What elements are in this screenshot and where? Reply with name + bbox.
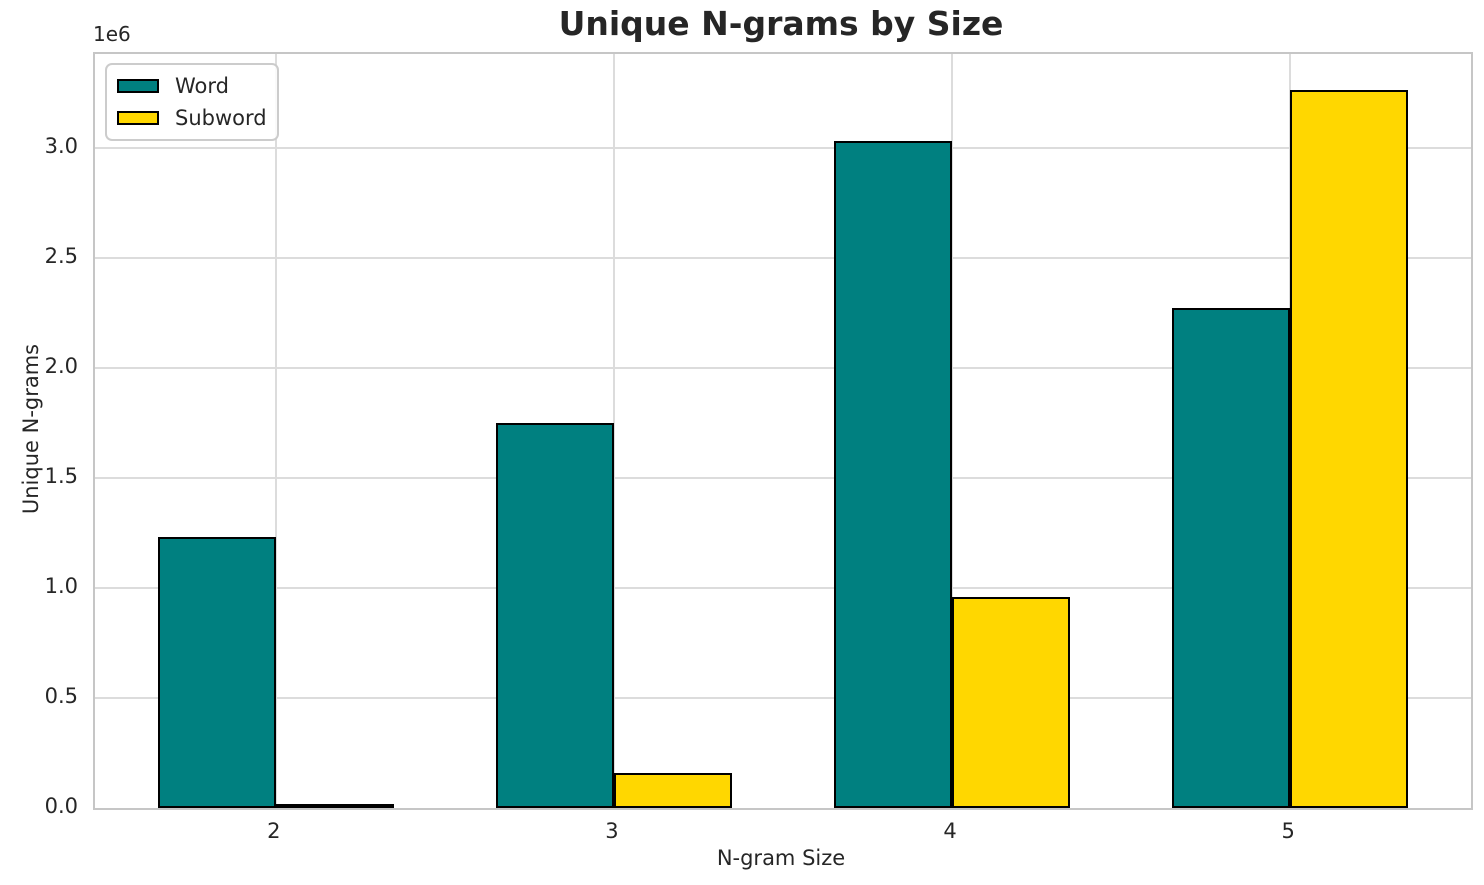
chart-title: Unique N-grams by Size [558, 4, 1004, 43]
y-tick-label: 2.5 [44, 243, 78, 268]
bar-word-4 [833, 140, 953, 808]
y-tick-label: 0.0 [44, 794, 78, 818]
plot-area: Word Subword [93, 52, 1473, 810]
x-axis-label: N-gram Size [716, 846, 846, 870]
legend-label: Subword [175, 106, 267, 130]
gridline-vertical [612, 54, 615, 808]
legend-item-subword: Subword [117, 105, 267, 131]
gridline-horizontal [95, 366, 1471, 369]
legend: Word Subword [105, 63, 279, 141]
bar-word-5 [1171, 308, 1291, 808]
bar-subword-2 [275, 803, 395, 808]
bar-word-2 [157, 537, 276, 808]
y-tick-label: 0.5 [44, 683, 78, 708]
gridline-vertical [274, 54, 277, 808]
legend-item-word: Word [117, 73, 267, 99]
legend-swatch-word [117, 79, 159, 93]
bar-word-3 [495, 422, 614, 808]
legend-swatch-subword [117, 111, 159, 125]
gridline-horizontal [95, 146, 1471, 149]
gridline-horizontal [95, 696, 1471, 699]
legend-label: Word [175, 74, 229, 98]
gridline-horizontal [95, 586, 1471, 589]
x-tick-label: 2 [267, 819, 281, 843]
y-tick-label: 2.0 [44, 353, 78, 378]
x-tick-label: 3 [605, 819, 619, 843]
bar-subword-5 [1290, 90, 1409, 808]
bar-subword-3 [613, 772, 733, 808]
y-tick-label: 3.0 [44, 133, 78, 158]
x-tick-label: 5 [1281, 819, 1295, 843]
y-tick-label: 1.5 [44, 463, 78, 488]
y-axis-offset-label: 1e6 [93, 22, 131, 46]
gridline-horizontal [95, 476, 1471, 479]
y-tick-label: 1.0 [44, 573, 78, 598]
bar-subword-4 [952, 596, 1071, 808]
gridline-horizontal [95, 256, 1471, 259]
x-tick-label: 4 [943, 819, 957, 843]
gridline-vertical [951, 54, 954, 808]
